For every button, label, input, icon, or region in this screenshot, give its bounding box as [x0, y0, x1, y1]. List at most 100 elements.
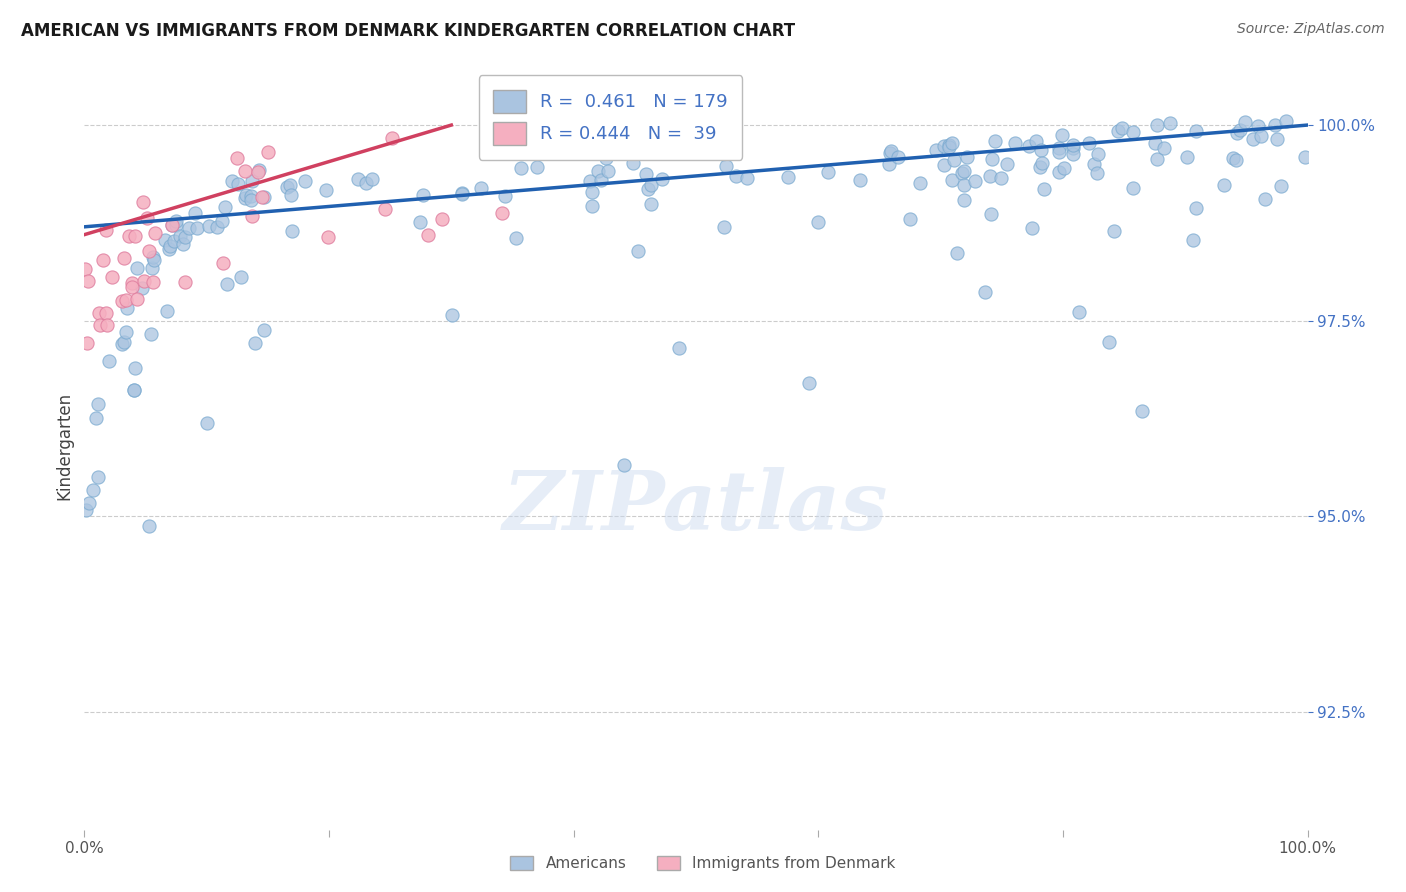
- Point: [94, 223, 117, 237]
- Point: [1122, 181, 1144, 195]
- Legend: R =  0.461   N = 179, R = 0.444   N =  39: R = 0.461 N = 179, R = 0.444 N = 39: [478, 75, 742, 160]
- Point: [1275, 113, 1298, 128]
- Point: [131, 281, 153, 295]
- Point: [226, 177, 249, 191]
- Point: [711, 147, 734, 161]
- Point: [87, 306, 110, 320]
- Point: [1029, 161, 1052, 175]
- Point: [950, 166, 973, 180]
- Point: [887, 150, 910, 164]
- Point: [121, 276, 143, 290]
- Point: [75, 503, 97, 517]
- Point: [849, 173, 872, 187]
- Point: [1264, 118, 1286, 132]
- Point: [110, 293, 132, 308]
- Point: [941, 173, 963, 187]
- Point: [807, 215, 830, 229]
- Point: [160, 219, 183, 233]
- Point: [240, 174, 263, 188]
- Point: [1294, 150, 1316, 164]
- Point: [942, 153, 965, 168]
- Point: [651, 171, 673, 186]
- Point: [938, 137, 960, 152]
- Point: [526, 160, 548, 174]
- Point: [381, 131, 404, 145]
- Point: [96, 318, 118, 332]
- Point: [621, 156, 644, 170]
- Point: [132, 274, 155, 288]
- Point: [1025, 135, 1047, 149]
- Point: [174, 230, 197, 244]
- Point: [163, 234, 186, 248]
- Point: [240, 193, 263, 207]
- Point: [1146, 153, 1168, 167]
- Point: [225, 151, 247, 165]
- Point: [89, 318, 111, 332]
- Text: Source: ZipAtlas.com: Source: ZipAtlas.com: [1237, 22, 1385, 37]
- Point: [160, 218, 183, 232]
- Point: [221, 174, 243, 188]
- Point: [76, 335, 98, 350]
- Point: [141, 326, 163, 341]
- Point: [1062, 138, 1084, 153]
- Point: [235, 188, 257, 202]
- Point: [77, 274, 100, 288]
- Point: [122, 383, 145, 397]
- Point: [165, 218, 187, 232]
- Point: [494, 189, 516, 203]
- Point: [354, 176, 377, 190]
- Point: [280, 224, 302, 238]
- Point: [157, 242, 180, 256]
- Point: [879, 146, 901, 161]
- Point: [1067, 304, 1090, 318]
- Point: [934, 159, 956, 173]
- Point: [183, 206, 205, 220]
- Point: [141, 260, 163, 275]
- Y-axis label: Kindergarten: Kindergarten: [55, 392, 73, 500]
- Point: [240, 189, 263, 203]
- Point: [1047, 165, 1070, 179]
- Point: [938, 140, 960, 154]
- Text: ZIPatlas: ZIPatlas: [503, 467, 889, 548]
- Point: [973, 285, 995, 299]
- Point: [112, 335, 135, 350]
- Point: [211, 256, 233, 270]
- Point: [714, 159, 737, 173]
- Point: [1270, 178, 1292, 193]
- Point: [1225, 153, 1247, 167]
- Point: [138, 244, 160, 259]
- Point: [627, 244, 650, 258]
- Point: [211, 214, 233, 228]
- Point: [1212, 178, 1234, 193]
- Point: [186, 220, 208, 235]
- Point: [1107, 124, 1129, 138]
- Text: AMERICAN VS IMMIGRANTS FROM DENMARK KINDERGARTEN CORRELATION CHART: AMERICAN VS IMMIGRANTS FROM DENMARK KIND…: [21, 22, 796, 40]
- Point: [117, 229, 139, 244]
- Point: [1234, 115, 1257, 129]
- Point: [953, 178, 976, 192]
- Point: [142, 275, 165, 289]
- Point: [879, 145, 901, 159]
- Point: [724, 169, 747, 184]
- Point: [1062, 141, 1084, 155]
- Point: [122, 383, 145, 397]
- Point: [1159, 116, 1181, 130]
- Point: [127, 261, 149, 276]
- Point: [980, 153, 1002, 167]
- Point: [990, 171, 1012, 186]
- Point: [1250, 128, 1272, 143]
- Point: [995, 157, 1018, 171]
- Point: [114, 325, 136, 339]
- Point: [242, 209, 264, 223]
- Point: [1004, 136, 1026, 151]
- Point: [578, 174, 600, 188]
- Point: [953, 164, 976, 178]
- Point: [1241, 132, 1264, 146]
- Point: [173, 275, 195, 289]
- Legend: Americans, Immigrants from Denmark: Americans, Immigrants from Denmark: [505, 850, 901, 877]
- Point: [1185, 201, 1208, 215]
- Point: [124, 361, 146, 376]
- Point: [1185, 124, 1208, 138]
- Point: [1254, 192, 1277, 206]
- Point: [172, 236, 194, 251]
